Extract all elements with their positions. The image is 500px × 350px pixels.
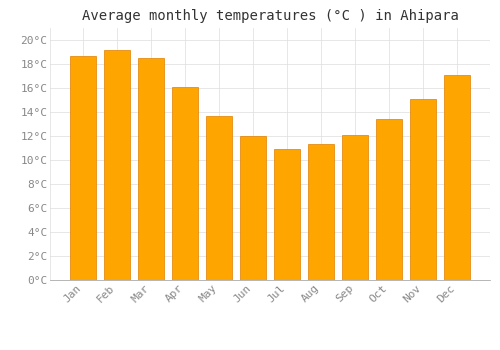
- Bar: [376, 119, 402, 280]
- Bar: [240, 136, 266, 280]
- Bar: [138, 58, 164, 280]
- Title: Average monthly temperatures (°C ) in Ahipara: Average monthly temperatures (°C ) in Ah…: [82, 9, 458, 23]
- Bar: [308, 145, 334, 280]
- Bar: [410, 99, 436, 280]
- Bar: [274, 149, 300, 280]
- Bar: [342, 135, 368, 280]
- Bar: [206, 116, 232, 280]
- Bar: [104, 50, 130, 280]
- Bar: [172, 87, 198, 280]
- Bar: [444, 75, 470, 280]
- Bar: [70, 56, 96, 280]
